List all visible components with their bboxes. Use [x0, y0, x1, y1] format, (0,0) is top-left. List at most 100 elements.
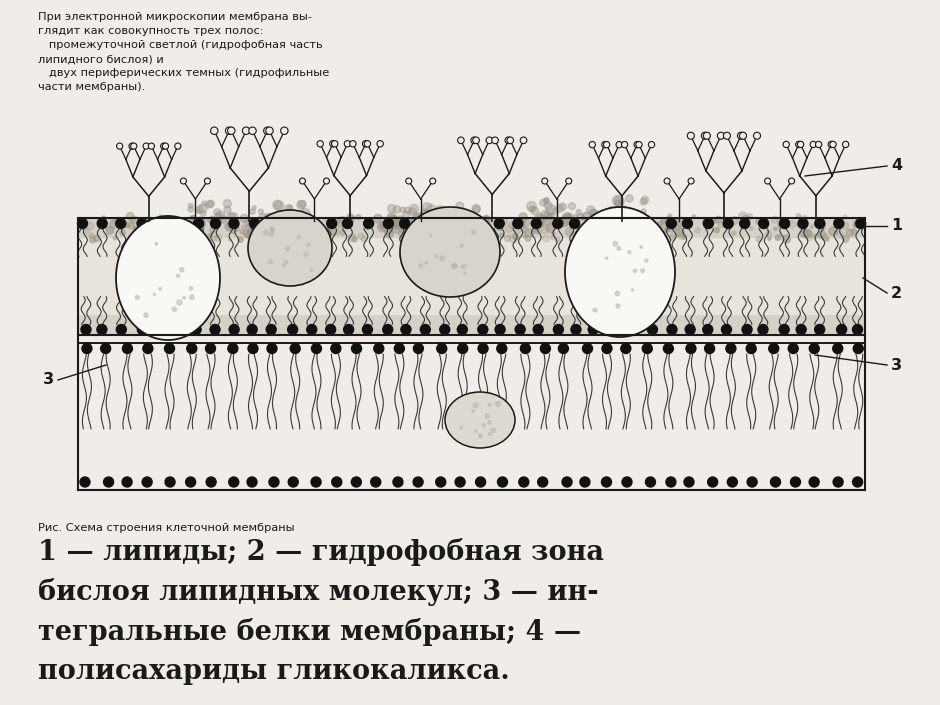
Circle shape [468, 226, 476, 233]
Circle shape [245, 233, 250, 238]
Circle shape [198, 222, 205, 228]
Circle shape [482, 424, 485, 427]
Circle shape [431, 229, 436, 235]
Circle shape [589, 221, 597, 228]
Circle shape [196, 218, 205, 227]
Circle shape [284, 260, 288, 264]
Circle shape [311, 343, 321, 353]
Circle shape [214, 217, 222, 225]
Circle shape [500, 218, 508, 226]
Circle shape [193, 231, 198, 237]
Circle shape [158, 219, 163, 223]
Circle shape [301, 209, 310, 218]
Circle shape [667, 324, 677, 334]
Circle shape [227, 343, 238, 353]
Circle shape [243, 230, 250, 236]
Circle shape [613, 195, 622, 205]
Circle shape [777, 223, 783, 228]
Circle shape [576, 209, 582, 215]
Circle shape [546, 223, 555, 233]
Circle shape [626, 195, 634, 202]
Circle shape [395, 225, 400, 229]
Circle shape [169, 222, 175, 228]
Circle shape [485, 218, 491, 223]
Circle shape [554, 324, 563, 334]
Circle shape [418, 217, 424, 223]
Circle shape [282, 264, 285, 266]
Circle shape [406, 178, 412, 184]
Circle shape [240, 214, 248, 223]
Circle shape [682, 235, 686, 239]
Circle shape [756, 219, 760, 224]
Circle shape [728, 477, 737, 487]
Circle shape [269, 232, 274, 236]
Circle shape [602, 477, 612, 487]
Circle shape [134, 227, 143, 235]
Circle shape [331, 227, 339, 235]
Text: бислоя липидных молекул; 3 — ин-: бислоя липидных молекул; 3 — ин- [38, 578, 599, 606]
Circle shape [290, 229, 293, 233]
Circle shape [617, 216, 623, 223]
Circle shape [450, 217, 457, 223]
Circle shape [191, 222, 198, 230]
Circle shape [403, 218, 412, 226]
Circle shape [329, 228, 336, 235]
Circle shape [388, 213, 397, 221]
Circle shape [602, 343, 612, 353]
Circle shape [158, 215, 163, 220]
Text: 1: 1 [891, 219, 902, 233]
Circle shape [243, 127, 250, 135]
Circle shape [577, 214, 584, 221]
Circle shape [165, 477, 175, 487]
Circle shape [438, 227, 444, 233]
Circle shape [421, 219, 431, 228]
Circle shape [598, 222, 607, 231]
Circle shape [533, 230, 536, 233]
Circle shape [837, 324, 847, 334]
Circle shape [278, 226, 287, 234]
Circle shape [673, 222, 682, 231]
Circle shape [196, 206, 203, 213]
Circle shape [289, 477, 298, 487]
Circle shape [268, 218, 275, 226]
Circle shape [286, 247, 290, 251]
Circle shape [407, 226, 415, 233]
Circle shape [155, 243, 158, 245]
Circle shape [305, 219, 314, 228]
Circle shape [599, 216, 604, 221]
Circle shape [188, 204, 194, 209]
Circle shape [89, 236, 96, 243]
Circle shape [117, 324, 126, 334]
Circle shape [521, 218, 530, 227]
Circle shape [550, 219, 556, 226]
Circle shape [475, 430, 477, 432]
Circle shape [122, 477, 133, 487]
Circle shape [756, 236, 761, 243]
Polygon shape [78, 343, 865, 490]
Circle shape [388, 221, 396, 228]
Circle shape [451, 219, 458, 226]
Circle shape [200, 212, 206, 216]
Circle shape [515, 324, 525, 334]
Circle shape [183, 297, 185, 299]
Circle shape [330, 140, 337, 147]
Circle shape [159, 288, 161, 290]
Circle shape [191, 215, 196, 220]
Circle shape [499, 233, 505, 238]
Circle shape [639, 223, 645, 228]
Circle shape [211, 218, 218, 226]
Circle shape [505, 226, 512, 233]
Circle shape [427, 204, 436, 214]
Circle shape [411, 230, 418, 237]
Circle shape [274, 224, 283, 233]
Circle shape [264, 213, 273, 222]
Circle shape [284, 224, 291, 232]
Circle shape [519, 477, 529, 487]
Circle shape [535, 229, 540, 234]
Circle shape [115, 219, 123, 227]
Circle shape [486, 137, 493, 144]
Circle shape [315, 221, 322, 228]
Circle shape [400, 219, 410, 228]
Circle shape [546, 204, 556, 214]
Circle shape [269, 222, 277, 231]
